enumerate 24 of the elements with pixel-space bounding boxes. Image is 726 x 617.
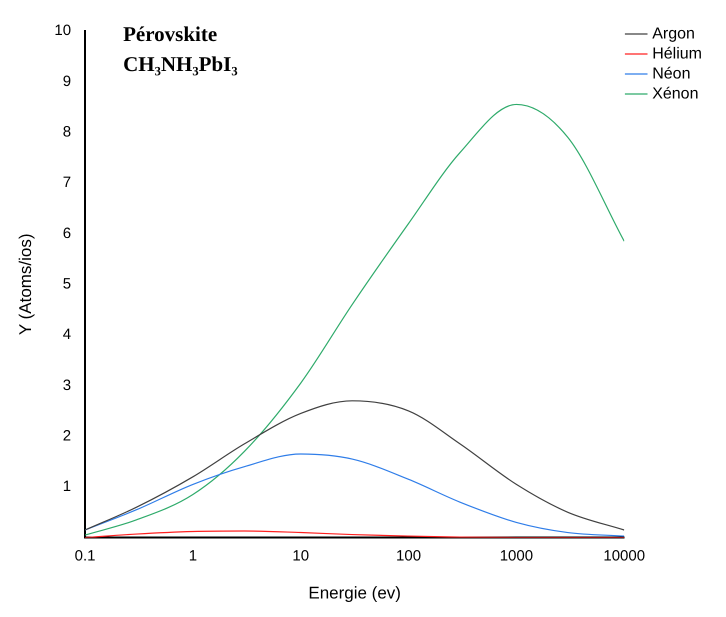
x-axis-title: Energie (ev) <box>308 583 401 602</box>
y-tick-label: 1 <box>62 478 72 496</box>
legend-label: Hélium <box>652 45 702 62</box>
text: CH₃NH₃PbI₃ <box>123 52 238 76</box>
y-axis-title: Y (Atoms/ios) <box>16 233 35 336</box>
legend-label: Xénon <box>652 85 698 102</box>
x-tick-label: 10 <box>292 548 310 565</box>
y-tick-label: 10 <box>54 22 72 40</box>
y-tick-label: 7 <box>62 174 72 192</box>
y-tick-label: 5 <box>62 275 72 292</box>
x-tick-label: 0.1 <box>74 548 96 565</box>
y-tick-label: 2 <box>62 427 72 444</box>
legend-label: Argon <box>652 25 695 42</box>
x-tick-label: 1000 <box>500 548 534 565</box>
y-tick-label: 4 <box>62 326 72 344</box>
x-tick-label: 100 <box>396 548 422 565</box>
y-tick-label: 6 <box>62 224 72 242</box>
y-tick-label: 9 <box>62 72 72 90</box>
y-tick-label: 3 <box>62 376 72 394</box>
legend-label: Néon <box>652 65 690 82</box>
x-tick-label: 1 <box>188 548 198 565</box>
x-tick-label: 10000 <box>603 548 646 565</box>
chart-title: Pérovskite <box>123 22 218 46</box>
y-tick-label: 8 <box>62 123 72 140</box>
